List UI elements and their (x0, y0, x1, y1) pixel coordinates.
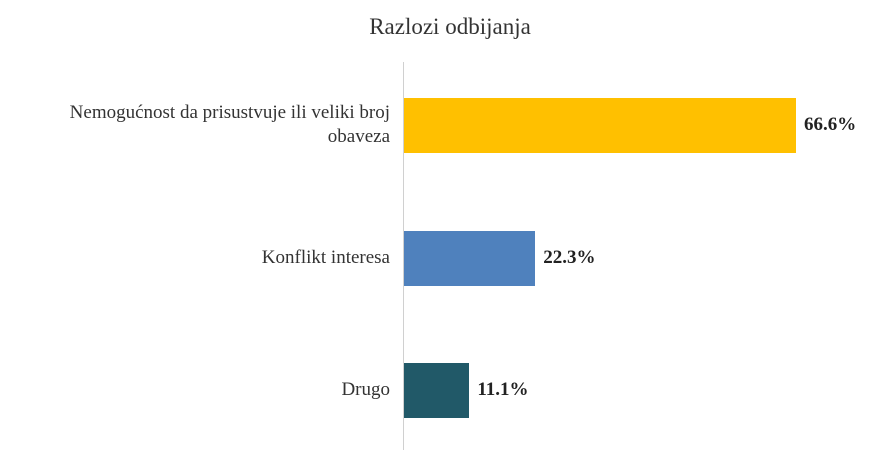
y-tick-label: Konflikt interesa (261, 247, 390, 268)
bar (404, 230, 536, 286)
bar (404, 362, 470, 418)
data-label: 66.6% (804, 114, 857, 135)
y-tick-label: Nemogućnost da prisustvuje ili veliki br… (69, 102, 390, 147)
chart-title: Razlozi odbijanja (369, 14, 531, 39)
data-label: 22.3% (543, 247, 596, 268)
category-axis (403, 62, 404, 450)
y-tick-label: Drugo (341, 379, 390, 400)
data-label: 11.1% (477, 379, 529, 400)
bar (404, 97, 796, 153)
